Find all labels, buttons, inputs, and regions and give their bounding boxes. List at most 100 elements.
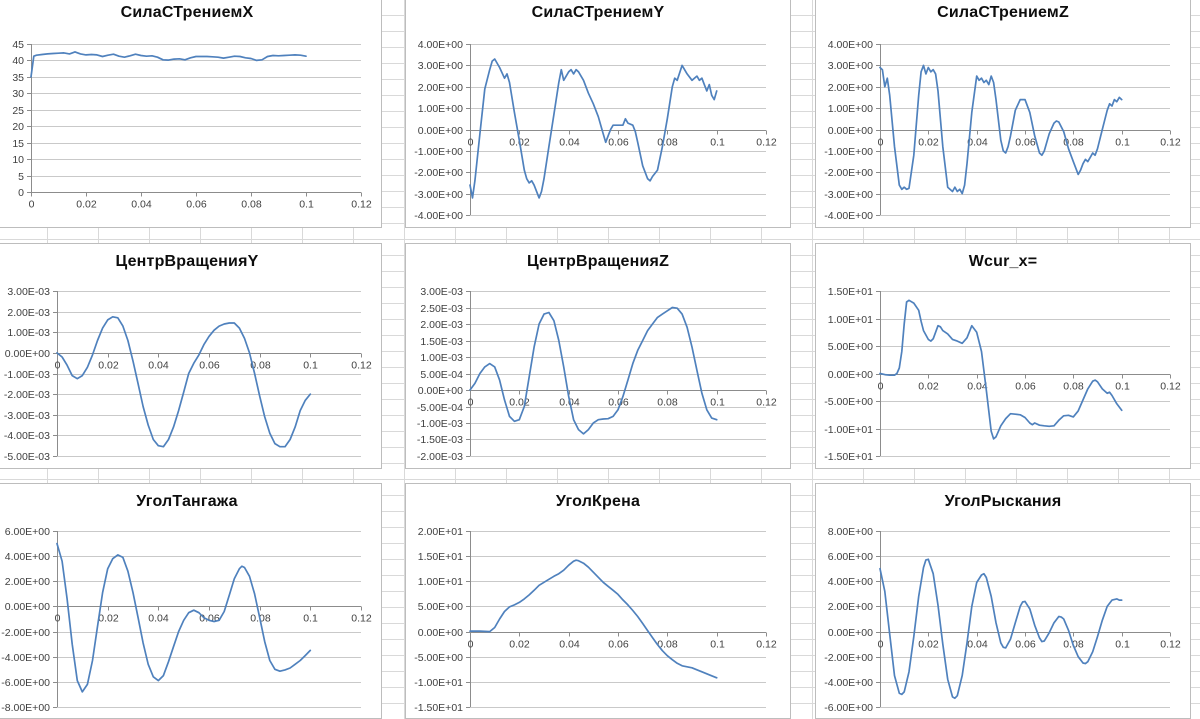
svg-text:1.00E+00: 1.00E+00: [418, 103, 463, 115]
chart-ugol-ryskaniya[interactable]: УголРыскания 8.00E+00 6.00E+00 4.00E+00 2.0…: [815, 483, 1191, 719]
svg-text:2.00E+00: 2.00E+00: [418, 82, 463, 94]
svg-text:0.08: 0.08: [657, 639, 678, 651]
svg-text:0.08: 0.08: [241, 199, 262, 211]
svg-text:2.00E+00: 2.00E+00: [5, 576, 50, 588]
svg-text:0.04: 0.04: [967, 639, 988, 651]
svg-text:1.00E+01: 1.00E+01: [828, 314, 873, 326]
svg-text:4.00E+00: 4.00E+00: [418, 39, 463, 51]
svg-text:-2.00E-03: -2.00E-03: [417, 451, 463, 463]
svg-text:-5.00E+00: -5.00E+00: [414, 652, 463, 664]
svg-text:40: 40: [12, 55, 24, 67]
svg-text:0.1: 0.1: [1115, 639, 1130, 651]
svg-text:1.00E-03: 1.00E-03: [420, 352, 463, 364]
svg-text:0.04: 0.04: [148, 360, 169, 372]
svg-text:-2.00E+00: -2.00E+00: [414, 167, 463, 179]
svg-text:0.08: 0.08: [657, 137, 678, 149]
svg-text:30: 30: [12, 88, 24, 100]
svg-text:0.1: 0.1: [1115, 381, 1130, 393]
chart-ugol-krena[interactable]: УголКрена 2.00E+01 1.50E+01 1.00E+01 5.00E+…: [405, 483, 791, 719]
svg-text:0.02: 0.02: [98, 360, 119, 372]
chart-sila-s-treniem-z[interactable]: СилаСТрениемZ 4.00E+00 3.00E+00 2.00E+00 1.…: [815, 0, 1191, 228]
svg-text:0.06: 0.06: [1015, 381, 1036, 393]
svg-text:0: 0: [55, 360, 61, 372]
svg-text:0.04: 0.04: [131, 199, 152, 211]
chart-tsentr-vrashcheniya-y[interactable]: ЦентрВращенияY 3.00E-03 2.00E-03 1.00E-03 0…: [0, 243, 382, 469]
svg-text:0.02: 0.02: [98, 613, 119, 625]
svg-text:3.00E-03: 3.00E-03: [420, 286, 463, 298]
svg-text:1.00E+00: 1.00E+00: [828, 103, 873, 115]
svg-text:0.02: 0.02: [918, 137, 939, 149]
svg-text:0.12: 0.12: [1160, 639, 1181, 651]
svg-text:0.02: 0.02: [509, 397, 530, 409]
svg-text:0.04: 0.04: [559, 137, 580, 149]
svg-text:-2.00E-03: -2.00E-03: [4, 389, 50, 401]
svg-text:0.12: 0.12: [351, 613, 372, 625]
chart-sila-s-treniem-y[interactable]: СилаСТрениемY 4.00E+00 3.00E+00 2.00E+00 1.…: [405, 0, 791, 228]
chart-title: СилаСТрениемX: [120, 4, 254, 21]
svg-text:-5.00E-04: -5.00E-04: [417, 402, 463, 414]
svg-text:0.12: 0.12: [351, 360, 372, 372]
svg-text:0.00E+00: 0.00E+00: [418, 125, 463, 137]
svg-text:0.12: 0.12: [756, 639, 777, 651]
svg-text:-4.00E+00: -4.00E+00: [824, 677, 873, 689]
svg-text:1.50E+01: 1.50E+01: [828, 286, 873, 298]
svg-text:-1.00E-03: -1.00E-03: [4, 369, 50, 381]
chart-title: ЦентрВращенияZ: [526, 253, 670, 270]
chart-sila-s-treniem-x[interactable]: СилаСТрениемX 45 40 35 30 25 20 15 10 5 0 0 0.02 0.0…: [0, 0, 382, 228]
svg-text:3.00E+00: 3.00E+00: [828, 60, 873, 72]
svg-text:0.00E+00: 0.00E+00: [828, 369, 873, 381]
svg-text:10: 10: [12, 154, 24, 166]
svg-text:0: 0: [468, 639, 474, 651]
svg-text:0.04: 0.04: [559, 639, 580, 651]
chart-plot: 3.00E-03 2.00E-03 1.00E-03 0.00E+00 -1.00E-0…: [4, 286, 372, 463]
chart-title: Wcur_x=: [968, 253, 1038, 270]
chart-tsentr-vrashcheniya-z[interactable]: ЦентрВращенияZ 3.00E-03 2.50E-03 2.00E-03 1…: [405, 243, 791, 469]
svg-text:0.00E+00: 0.00E+00: [418, 627, 463, 639]
svg-text:2.00E+00: 2.00E+00: [828, 82, 873, 94]
svg-text:0.08: 0.08: [250, 360, 271, 372]
svg-text:5.00E+00: 5.00E+00: [828, 341, 873, 353]
svg-text:0.02: 0.02: [76, 199, 97, 211]
svg-text:4.00E+00: 4.00E+00: [828, 576, 873, 588]
svg-text:0.00E+00: 0.00E+00: [828, 627, 873, 639]
svg-text:15: 15: [12, 138, 24, 150]
svg-text:5.00E-04: 5.00E-04: [420, 369, 463, 381]
svg-text:0.02: 0.02: [918, 381, 939, 393]
svg-text:-4.00E-03: -4.00E-03: [4, 430, 50, 442]
chart-ugol-tangazha[interactable]: УголТангажа 6.00E+00 4.00E+00 2.00E+00 0.00…: [0, 483, 382, 719]
svg-text:-1.50E+01: -1.50E+01: [824, 451, 873, 463]
svg-text:0: 0: [468, 397, 474, 409]
chart-wcur-x[interactable]: Wcur_x= 1.50E+01 1.00E+01 5.00E+00 0.00E+00…: [815, 243, 1191, 469]
svg-text:-2.00E+00: -2.00E+00: [824, 652, 873, 664]
svg-text:5: 5: [18, 171, 24, 183]
svg-text:-4.00E+00: -4.00E+00: [414, 210, 463, 222]
svg-text:0.06: 0.06: [608, 639, 629, 651]
svg-text:0.04: 0.04: [967, 381, 988, 393]
svg-text:0.12: 0.12: [351, 199, 372, 211]
chart-title: СилаСТрениемY: [531, 4, 665, 21]
chart-plot: 1.50E+01 1.00E+01 5.00E+00 0.00E+00 -5.00E+0…: [824, 286, 1181, 463]
svg-text:0.12: 0.12: [756, 137, 777, 149]
svg-text:0.1: 0.1: [303, 613, 318, 625]
chart-title: СилаСТрениемZ: [937, 4, 1069, 21]
svg-text:0.06: 0.06: [608, 137, 629, 149]
svg-text:3.00E-03: 3.00E-03: [7, 286, 50, 298]
svg-text:0.1: 0.1: [1115, 137, 1130, 149]
chart-title: УголТангажа: [136, 493, 238, 510]
svg-text:-5.00E-03: -5.00E-03: [4, 451, 50, 463]
svg-text:-5.00E+00: -5.00E+00: [824, 396, 873, 408]
svg-text:-1.00E-03: -1.00E-03: [417, 418, 463, 430]
svg-text:3.00E+00: 3.00E+00: [418, 60, 463, 72]
svg-text:6.00E+00: 6.00E+00: [5, 526, 50, 538]
svg-text:0.04: 0.04: [148, 613, 169, 625]
svg-text:0.12: 0.12: [756, 397, 777, 409]
svg-text:0.06: 0.06: [186, 199, 207, 211]
svg-text:0.06: 0.06: [1015, 137, 1036, 149]
svg-text:0.08: 0.08: [657, 397, 678, 409]
svg-text:0: 0: [878, 639, 884, 651]
svg-text:-8.00E+00: -8.00E+00: [1, 702, 50, 714]
chart-title: УголКрена: [555, 493, 641, 510]
svg-text:0.1: 0.1: [303, 360, 318, 372]
svg-text:-2.00E+00: -2.00E+00: [1, 627, 50, 639]
